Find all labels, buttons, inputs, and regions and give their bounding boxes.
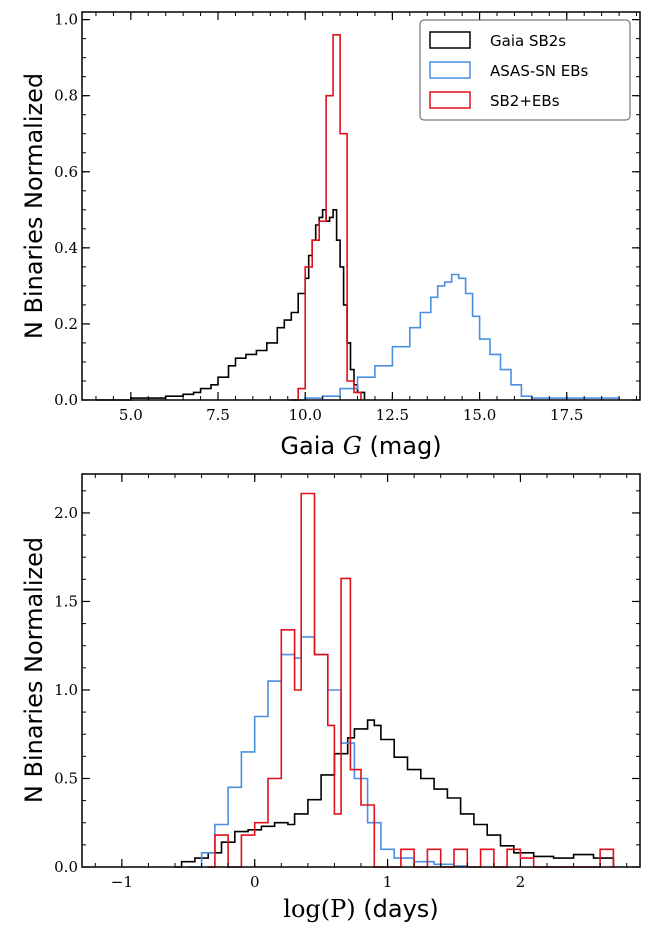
magnitude-series-group xyxy=(96,34,620,401)
top-series-line-1 xyxy=(287,273,620,401)
top-xtick-label: 12.5 xyxy=(376,406,409,424)
bottom-ytick-label: 1.5 xyxy=(54,592,78,610)
bottom-ytick-label: 0.5 xyxy=(54,769,78,787)
legend-label-sb2eb: SB2+EBs xyxy=(490,92,560,110)
top-ytick-label: 0.6 xyxy=(54,163,78,181)
bottom-y-axis-label: N Binaries Normalized xyxy=(20,537,48,803)
top-x-axis-label: Gaia G (mag) xyxy=(280,432,441,460)
top-ytick-label: 1.0 xyxy=(54,11,78,29)
top-ytick-label: 0.8 xyxy=(54,87,78,105)
bottom-ytick-label: 0.0 xyxy=(54,858,78,876)
bottom-series-line-2 xyxy=(208,492,615,868)
top-y-axis-label: N Binaries Normalized xyxy=(20,73,48,339)
top-xtick-label: 5.0 xyxy=(119,406,143,424)
bottom-xtick-label: −1 xyxy=(111,873,133,891)
top-series-line-2 xyxy=(291,34,362,401)
legend-label-gaia: Gaia SB2s xyxy=(490,32,566,50)
top-xtick-label: 7.5 xyxy=(206,406,230,424)
top-ytick-label: 0.4 xyxy=(54,239,78,257)
period-series-group xyxy=(175,492,615,868)
top-ytick-label: 0.2 xyxy=(54,315,78,333)
period-histogram-panel: −1 0 1 2 0.0 0.5 1.0 1.5 2.0 N Binaries Normaliz… xyxy=(20,473,641,923)
bottom-ytick-label: 2.0 xyxy=(54,504,78,522)
bottom-xtick-label: 1 xyxy=(383,873,393,891)
bottom-xtick-label: 0 xyxy=(250,873,260,891)
legend-swatch-gaia xyxy=(429,31,471,49)
top-xtick-label: 15.0 xyxy=(463,406,496,424)
top-xtick-label: 10.0 xyxy=(288,406,321,424)
legend-box xyxy=(419,19,631,121)
bottom-axis-ticks: −1 0 1 2 0.0 0.5 1.0 1.5 2.0 xyxy=(54,474,640,891)
bottom-series-line-0 xyxy=(175,719,615,868)
magnitude-histogram-panel: 5.0 7.5 10.0 12.5 15.0 17.5 0.0 0.2 0.4 0.6 0.8 1.0… xyxy=(20,11,641,460)
bottom-ytick-label: 1.0 xyxy=(54,681,78,699)
bottom-xtick-label: 2 xyxy=(516,873,526,891)
top-axis-ticks: 5.0 7.5 10.0 12.5 15.0 17.5 0.0 0.2 0.4 0.6 0.8 1.0 xyxy=(54,11,640,424)
legend-swatch-sb2eb xyxy=(429,91,471,109)
top-xtick-label: 17.5 xyxy=(550,406,583,424)
legend-swatch-asassn xyxy=(429,61,471,79)
bottom-plot-frame xyxy=(81,473,641,868)
legend: Gaia SB2s ASAS-SN EBs SB2+EBs xyxy=(419,19,631,121)
legend-label-asassn: ASAS-SN EBs xyxy=(490,62,589,80)
top-plot-frame xyxy=(81,11,641,401)
bottom-x-axis-label: log(P) (days) xyxy=(283,895,438,923)
top-ytick-label: 0.0 xyxy=(54,391,78,409)
top-series-line-0 xyxy=(96,209,366,401)
